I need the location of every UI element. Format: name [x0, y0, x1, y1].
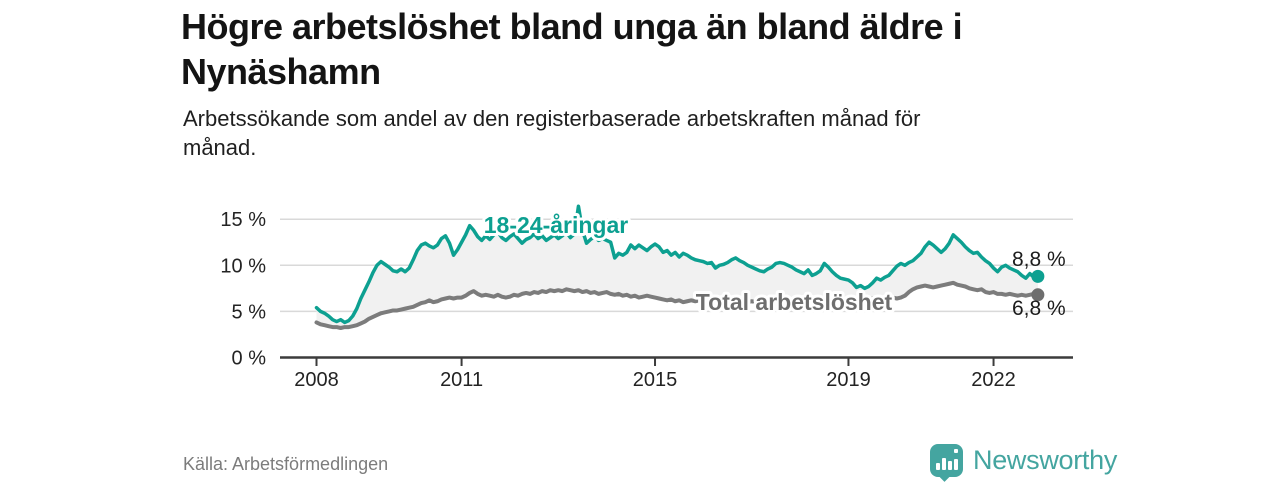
- y-tick-label: 5 %: [232, 301, 267, 323]
- x-tick-label: 2019: [826, 369, 871, 391]
- logo-exclamation-bar: [954, 459, 958, 470]
- x-tick-label: 2011: [440, 369, 483, 391]
- series-gap-band: [316, 206, 1038, 328]
- newsworthy-logo: Newsworthy: [930, 444, 1118, 482]
- end-value-label-total: 6,8 %: [1012, 297, 1066, 320]
- chart-title: Högre arbetslöshet bland unga än bland ä…: [181, 4, 963, 94]
- chart-subtitle: Arbetssökande som andel av den registerb…: [183, 104, 920, 163]
- brand-name: Newsworthy: [973, 445, 1118, 475]
- chart-title-line1: Högre arbetslöshet bland unga än bland ä…: [181, 6, 963, 47]
- series-label-youth: 18-24-åringar: [484, 212, 629, 238]
- line-total-unemployment: [314, 280, 1040, 330]
- chart-title-line2: Nynäshamn: [181, 51, 381, 92]
- y-tick-label: 15 %: [220, 209, 266, 231]
- logo-exclamation-dot: [954, 449, 958, 453]
- x-tick-label: 2022: [971, 369, 1016, 391]
- end-value-label-youth: 8,8 %: [1012, 248, 1066, 271]
- y-tick-label: 10 %: [220, 255, 266, 277]
- logo-bar-3: [948, 461, 952, 470]
- logo-bar-2: [942, 458, 946, 470]
- chart-subtitle-line2: månad.: [183, 135, 257, 161]
- chart-annotations: 18-24-åringar Total arbetslöshet 8,8 % 6…: [481, 209, 1066, 320]
- chart-subtitle-line1: Arbetssökande som andel av den registerb…: [183, 106, 921, 131]
- x-tick-label: 2015: [633, 369, 678, 391]
- endpoint-dot-youth: [1031, 269, 1045, 283]
- newsworthy-chart-bubble-icon: [930, 444, 963, 482]
- y-tick-label: 0 %: [232, 348, 267, 370]
- endpoint-dot-total: [1031, 288, 1045, 302]
- source-note: Källa: Arbetsförmedlingen: [183, 454, 389, 474]
- x-tick-label: 2008: [294, 369, 339, 391]
- series-label-total: Total arbetslöshet: [696, 289, 893, 315]
- line-youth-18-24: [314, 204, 1040, 325]
- logo-bar-1: [936, 463, 940, 470]
